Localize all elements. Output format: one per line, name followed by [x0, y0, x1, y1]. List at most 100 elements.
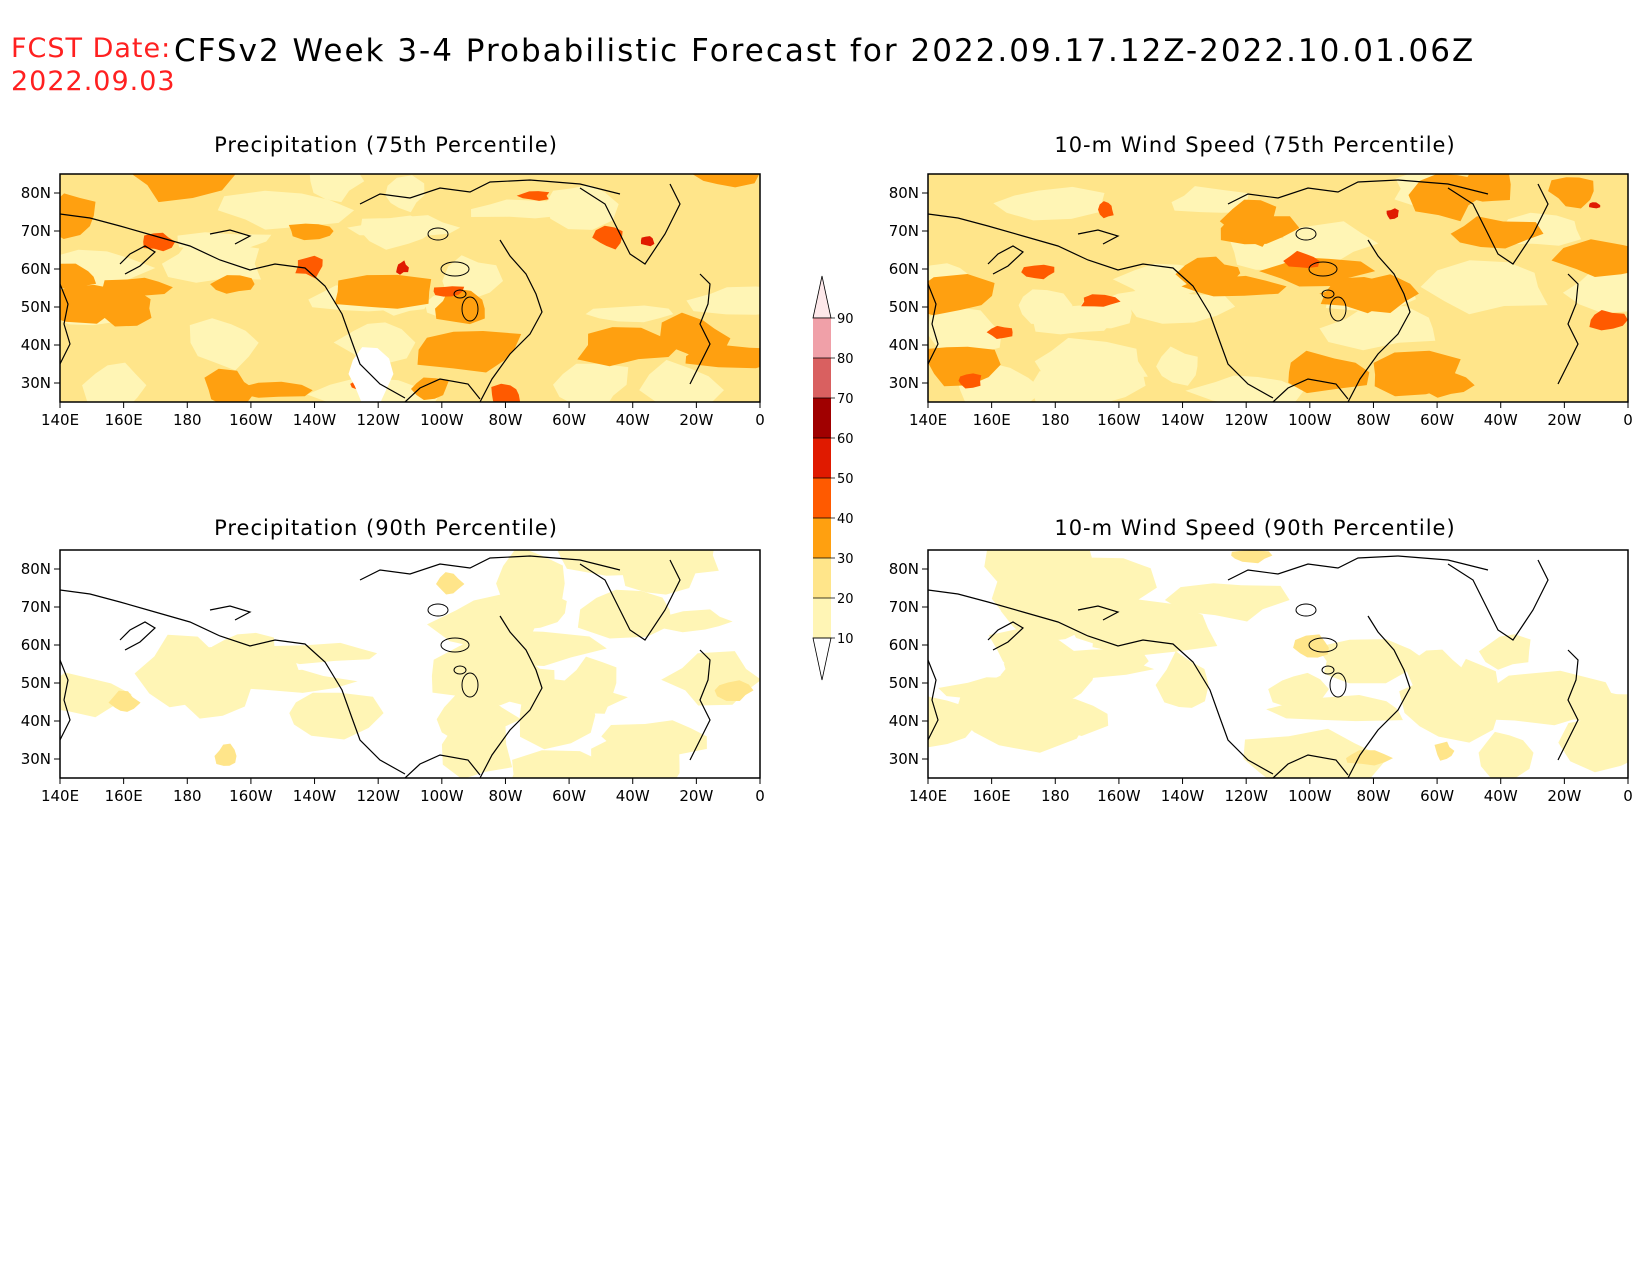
lon-tick-label: 100W	[420, 787, 464, 805]
shade-10-20	[928, 696, 979, 748]
lon-tick-label: 180	[1041, 411, 1070, 429]
coastline	[479, 615, 543, 778]
coastline	[1077, 605, 1120, 621]
colorbar-label: 70	[837, 392, 854, 407]
lon-tick-label: 140W	[1161, 787, 1205, 805]
lat-tick-label: 80N	[889, 184, 919, 202]
shade-40-50	[1283, 250, 1320, 268]
shade-40-50	[143, 232, 176, 252]
colorbar-swatch	[812, 637, 832, 681]
shade-10-20	[189, 318, 259, 371]
shade-10-20	[431, 645, 535, 706]
coastline	[928, 213, 1274, 399]
shade-30-40	[411, 377, 449, 400]
colorbar-swatch	[813, 478, 831, 518]
lat-tick-label: 80N	[21, 184, 51, 202]
lon-tick-label: 100W	[1288, 787, 1332, 805]
shade-10-20	[545, 184, 619, 230]
shade-10-20	[1156, 346, 1198, 386]
lake-outline	[453, 289, 467, 299]
colorbar-label: 60	[837, 432, 854, 447]
lat-tick-label: 70N	[21, 598, 51, 616]
coastline	[1272, 754, 1349, 778]
shade-30-40	[928, 274, 995, 316]
shade-10-20	[1008, 697, 1109, 736]
coastline	[579, 559, 681, 641]
colorbar-swatch	[812, 275, 832, 319]
lon-tick-label: 140W	[1161, 411, 1205, 429]
lon-tick-label: 0	[755, 411, 765, 429]
colorbar: 90 80 70 60 50 40 30 20 10	[812, 275, 854, 681]
lat-tick-label: 40N	[889, 712, 919, 730]
lon-tick-label: 160E	[105, 787, 143, 805]
lon-tick-label: 160W	[1097, 411, 1141, 429]
lat-tick-label: 40N	[21, 712, 51, 730]
lon-tick-label: 140W	[293, 411, 337, 429]
lat-tick-label: 60N	[889, 260, 919, 278]
shade-30-40	[1450, 216, 1544, 249]
lon-tick-label: 160W	[229, 787, 273, 805]
lat-tick-label: 40N	[21, 336, 51, 354]
lat-tick-label: 80N	[889, 560, 919, 578]
lon-tick-label: 140W	[293, 787, 337, 805]
shade-10-20	[360, 215, 434, 250]
shade-30-40	[334, 274, 432, 309]
shade-10-20	[60, 672, 132, 718]
coastline	[928, 283, 939, 365]
map-shading	[928, 550, 1628, 778]
lake-outline	[461, 296, 479, 322]
lat-tick-label: 50N	[21, 298, 51, 316]
lake-outline	[1329, 672, 1347, 698]
lake-outline	[1308, 261, 1338, 277]
shade-10-20	[620, 550, 699, 595]
coastline	[404, 378, 481, 402]
lon-tick-label: 100W	[420, 411, 464, 429]
shade-10-20	[591, 733, 680, 778]
shade-10-20	[496, 550, 565, 613]
coastline	[209, 229, 252, 245]
coastline	[1447, 559, 1549, 641]
shade-10-20	[178, 645, 253, 719]
panel-title-precip-75: Precipitation (75th Percentile)	[214, 133, 558, 157]
lon-tick-label: 160W	[1097, 787, 1141, 805]
map-shading	[928, 174, 1628, 402]
shade-10-20	[561, 656, 617, 714]
lat-tick-label: 80N	[21, 560, 51, 578]
shade-10-20	[216, 669, 358, 693]
shade-40-50	[1081, 294, 1121, 307]
coastline	[479, 239, 543, 402]
lon-tick-label: 80W	[1356, 411, 1390, 429]
lon-tick-label: 0	[755, 787, 765, 805]
shade-40-50	[592, 225, 623, 250]
lat-tick-label: 70N	[21, 222, 51, 240]
shade-10-20	[1558, 718, 1628, 773]
map-shading	[60, 174, 760, 402]
coastline	[60, 659, 71, 741]
coastline	[60, 283, 71, 365]
shade-30-40	[1288, 350, 1370, 394]
shade-10-20	[928, 307, 1002, 354]
coastline	[119, 621, 156, 651]
colorbar-label: 10	[837, 632, 854, 647]
lat-tick-label: 30N	[889, 374, 919, 392]
shade-30-40	[1175, 256, 1239, 292]
lake-outline	[1321, 665, 1335, 675]
shade-10-20	[217, 190, 355, 230]
coastline	[359, 555, 621, 581]
lon-tick-label: 120W	[1224, 787, 1268, 805]
shade-30-40	[1551, 239, 1628, 277]
shade-10-20	[1069, 557, 1157, 617]
shade-30-40	[1319, 274, 1419, 313]
shade-10-20	[686, 286, 760, 315]
coastline	[1227, 555, 1489, 581]
coastline	[1347, 239, 1411, 402]
shade-40-50	[986, 325, 1013, 339]
shade-20-30	[108, 690, 141, 712]
lon-tick-label: 40W	[1484, 787, 1518, 805]
shade-30-40	[928, 346, 1001, 387]
lon-tick-label: 20W	[1547, 787, 1581, 805]
shade-10-20	[309, 174, 365, 203]
lake-outline	[1321, 289, 1335, 299]
colorbar-swatch	[813, 358, 831, 398]
shade-30-40	[1548, 177, 1594, 209]
